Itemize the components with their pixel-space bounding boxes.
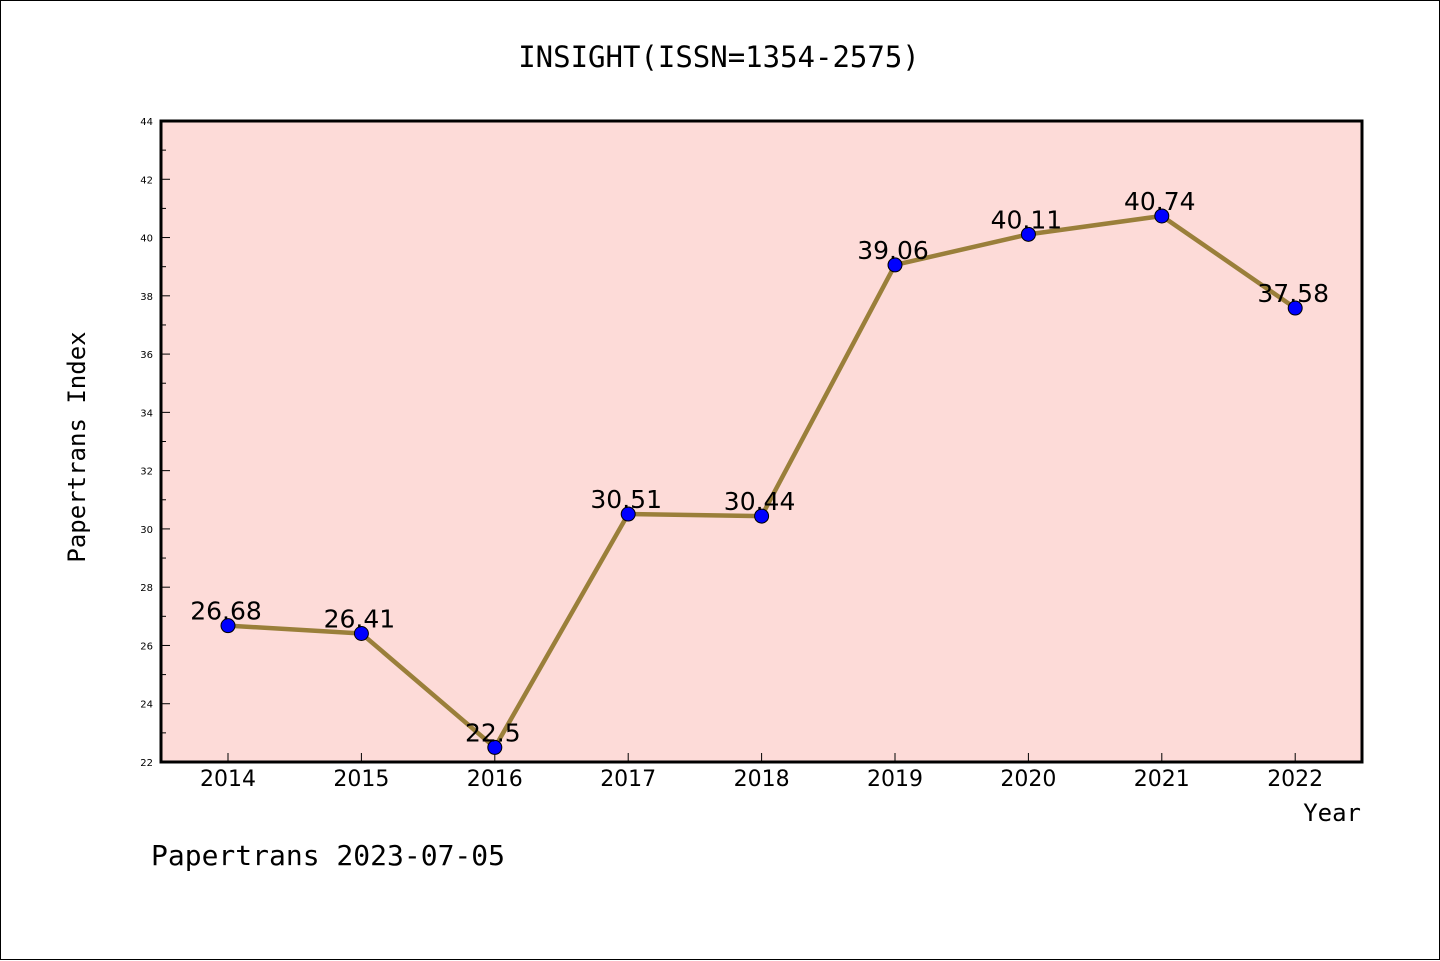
data-point-marker xyxy=(887,257,903,273)
data-labels: 26.68 26.41 22.5 30.51 30.44 39.06 40.11 40.74 3… xyxy=(190,187,1329,747)
x-tick-label: 2020 xyxy=(1000,767,1056,792)
y-tick-label: 24 xyxy=(140,700,153,711)
data-label: 26.68 xyxy=(190,597,262,626)
data-label: 30.44 xyxy=(724,487,796,516)
data-point-marker xyxy=(620,506,636,522)
x-tick-label: 2019 xyxy=(867,767,923,792)
data-label: 40.11 xyxy=(991,205,1063,234)
y-tick-label: 26 xyxy=(140,641,153,652)
data-label: 26.41 xyxy=(324,605,396,634)
data-point-marker xyxy=(487,739,503,755)
x-axis-label: Year xyxy=(1303,799,1361,827)
y-tick-label: 44 xyxy=(140,117,153,128)
series-markers xyxy=(220,208,1303,755)
y-tick-label: 22 xyxy=(140,758,153,769)
y-axis-label: Papertrans Index xyxy=(63,331,91,562)
y-tick-label: 28 xyxy=(140,583,153,594)
footer-text: Papertrans 2023-07-05 xyxy=(151,839,505,872)
y-tick-label: 36 xyxy=(140,350,153,361)
plot-area xyxy=(161,121,1362,762)
x-tick-label: 2017 xyxy=(600,767,656,792)
x-axis: 2014 2015 2016 2017 2018 2019 2020 2021 2022 xyxy=(200,753,1323,792)
x-tick-label: 2014 xyxy=(200,767,256,792)
data-point-marker xyxy=(1287,300,1303,316)
x-tick-label: 2022 xyxy=(1267,767,1323,792)
y-tick-label: 40 xyxy=(140,234,153,245)
x-tick-label: 2021 xyxy=(1134,767,1190,792)
data-point-marker xyxy=(220,618,236,634)
data-label: 37.58 xyxy=(1257,279,1329,308)
data-point-marker xyxy=(754,508,770,524)
y-tick-label: 32 xyxy=(140,467,153,478)
data-label: 30.51 xyxy=(590,485,662,514)
data-point-marker xyxy=(1154,208,1170,224)
y-tick-label: 30 xyxy=(140,525,153,536)
x-tick-label: 2018 xyxy=(734,767,790,792)
x-tick-label: 2016 xyxy=(467,767,523,792)
y-tick-label: 42 xyxy=(140,175,153,186)
data-label: 22.5 xyxy=(465,718,521,747)
plot-border xyxy=(159,119,1364,764)
data-point-marker xyxy=(1020,226,1036,242)
y-tick-label: 38 xyxy=(140,292,153,303)
data-point-marker xyxy=(353,626,369,642)
data-label: 40.74 xyxy=(1124,187,1196,216)
y-tick-label: 34 xyxy=(140,408,153,419)
data-label: 39.06 xyxy=(857,236,929,265)
y-axis: 22 24 26 28 30 32 34 36 38 40 42 44 xyxy=(140,117,170,769)
x-tick-label: 2015 xyxy=(333,767,389,792)
chart-title: INSIGHT(ISSN=1354-2575) xyxy=(518,40,920,74)
